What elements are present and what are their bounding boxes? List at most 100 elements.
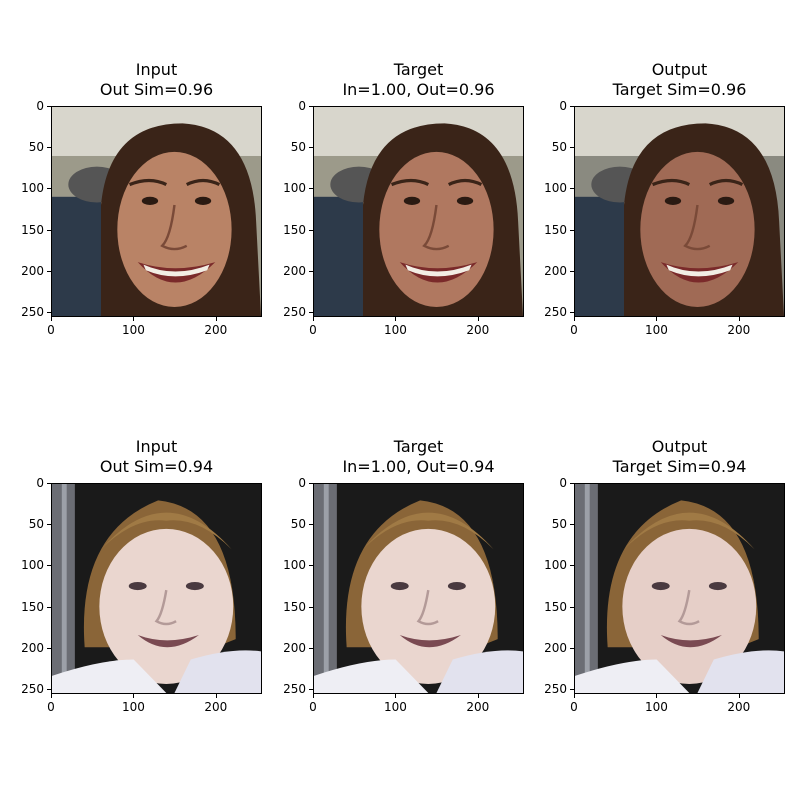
panel-title-line1: Output: [651, 437, 708, 456]
y-tick-mark: [570, 689, 574, 691]
x-tick-label: 0: [47, 323, 55, 337]
x-tick-label: 100: [383, 700, 407, 714]
y-tick-mark: [47, 689, 51, 691]
x-tick-mark: [574, 694, 575, 698]
y-tick-mark: [47, 647, 51, 649]
panel-title: Input Out Sim=0.96: [27, 60, 287, 100]
y-tick-label: 200: [283, 640, 306, 655]
y-tick-mark: [309, 106, 313, 107]
x-tick-label: 200: [204, 323, 228, 337]
x-tick-label: 0: [570, 700, 578, 714]
y-tick-mark: [309, 565, 313, 567]
face-image: [51, 106, 262, 317]
panel-title-line1: Input: [135, 60, 178, 79]
x-tick-label: 100: [121, 323, 145, 337]
y-tick-mark: [309, 270, 313, 272]
x-tick-mark: [215, 317, 217, 321]
x-tick-label: 200: [727, 323, 751, 337]
y-tick-label: 50: [551, 140, 567, 155]
y-tick-label: 200: [21, 640, 44, 655]
y-tick-mark: [47, 312, 51, 314]
y-tick-mark: [570, 606, 574, 608]
x-tick-mark: [738, 317, 740, 321]
x-tick-mark: [656, 317, 658, 321]
y-tick-label: 100: [544, 558, 567, 573]
image-panel: [313, 483, 524, 694]
face-image: [313, 483, 524, 694]
y-tick-mark: [47, 147, 51, 149]
y-tick-label: 100: [283, 181, 306, 196]
y-tick-mark: [309, 689, 313, 691]
y-tick-mark: [309, 483, 313, 484]
y-tick-mark: [570, 483, 574, 484]
x-tick-label: 100: [644, 323, 668, 337]
x-tick-mark: [395, 317, 397, 321]
x-tick-mark: [395, 694, 397, 698]
y-tick-label: 200: [544, 640, 567, 655]
panel-title-line2: In=1.00, Out=0.96: [342, 80, 495, 99]
y-tick-label: 200: [21, 263, 44, 278]
panel-title-line1: Input: [135, 437, 178, 456]
y-tick-mark: [47, 188, 51, 190]
x-tick-mark: [477, 317, 479, 321]
y-tick-label: 200: [283, 263, 306, 278]
x-tick-mark: [51, 694, 52, 698]
panel-title-line2: Out Sim=0.94: [99, 457, 214, 476]
image-panel: [51, 483, 262, 694]
x-tick-mark: [215, 694, 217, 698]
y-tick-label: 150: [283, 599, 306, 614]
x-tick-mark: [656, 694, 658, 698]
x-tick-label: 0: [47, 700, 55, 714]
y-tick-mark: [47, 524, 51, 526]
y-tick-label: 100: [21, 181, 44, 196]
x-tick-label: 200: [466, 700, 490, 714]
image-panel: [51, 106, 262, 317]
face-image: [313, 106, 524, 317]
image-panel: [313, 106, 524, 317]
y-tick-label: 50: [290, 140, 306, 155]
face-image: [574, 483, 785, 694]
panel-title: Output Target Sim=0.94: [550, 437, 800, 477]
x-tick-mark: [738, 694, 740, 698]
y-tick-label: 0: [36, 476, 44, 490]
x-tick-label: 100: [383, 323, 407, 337]
y-tick-mark: [570, 270, 574, 272]
y-tick-mark: [47, 606, 51, 608]
y-tick-label: 100: [544, 181, 567, 196]
x-tick-mark: [313, 694, 314, 698]
panel-title: Target In=1.00, Out=0.96: [289, 60, 549, 100]
y-tick-mark: [570, 312, 574, 314]
panel-title: Target In=1.00, Out=0.94: [289, 437, 549, 477]
y-tick-label: 50: [28, 140, 44, 155]
x-tick-mark: [133, 317, 135, 321]
y-tick-mark: [570, 524, 574, 526]
x-tick-mark: [477, 694, 479, 698]
panel-title: Input Out Sim=0.94: [27, 437, 287, 477]
y-tick-mark: [309, 647, 313, 649]
panel-title-line2: Target Sim=0.96: [612, 80, 747, 99]
x-tick-label: 100: [121, 700, 145, 714]
y-tick-label: 0: [559, 476, 567, 490]
y-tick-mark: [570, 565, 574, 567]
y-tick-mark: [47, 483, 51, 484]
y-tick-label: 0: [298, 476, 306, 490]
y-tick-label: 50: [28, 517, 44, 532]
y-tick-label: 150: [544, 599, 567, 614]
panel-title-line2: Out Sim=0.96: [99, 80, 214, 99]
y-tick-mark: [309, 312, 313, 314]
y-tick-label: 150: [21, 599, 44, 614]
y-tick-label: 50: [551, 517, 567, 532]
x-tick-label: 200: [727, 700, 751, 714]
y-tick-mark: [570, 647, 574, 649]
y-tick-mark: [47, 565, 51, 567]
y-tick-label: 0: [298, 99, 306, 113]
y-tick-label: 150: [544, 222, 567, 237]
y-tick-label: 100: [283, 558, 306, 573]
y-tick-mark: [309, 606, 313, 608]
y-tick-label: 150: [21, 222, 44, 237]
x-tick-mark: [313, 317, 314, 321]
y-tick-label: 100: [21, 558, 44, 573]
y-tick-label: 0: [559, 99, 567, 113]
x-tick-label: 0: [570, 323, 578, 337]
y-tick-label: 250: [544, 682, 567, 697]
